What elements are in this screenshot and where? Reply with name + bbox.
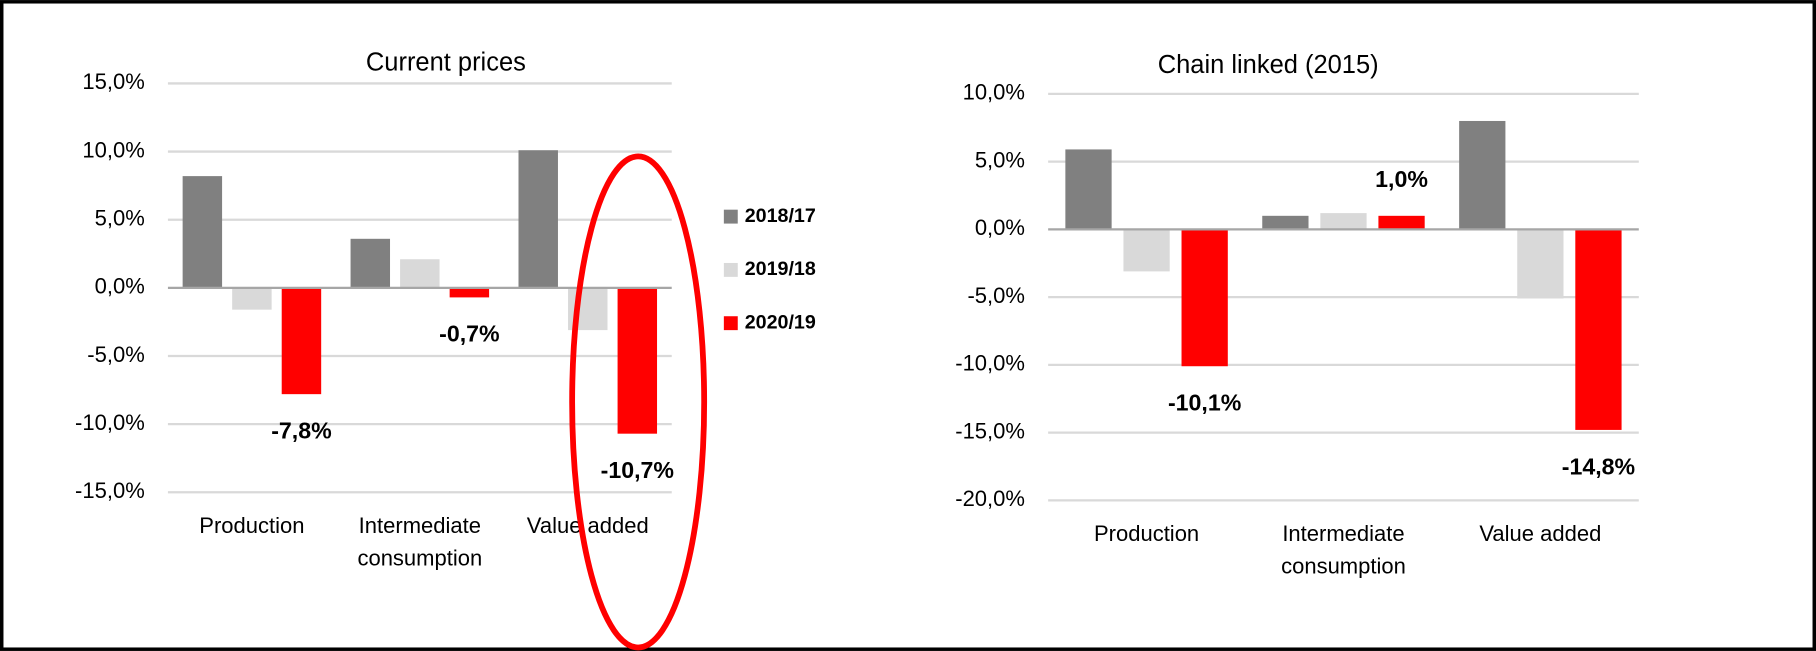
value-label: -7,8%: [271, 418, 331, 444]
y-tick-label: 15,0%: [82, 69, 144, 94]
legend-label: 2020/19: [745, 311, 816, 333]
bar: [1065, 149, 1112, 230]
bar: [350, 238, 391, 288]
bar: [400, 259, 440, 288]
y-tick-label: -10,0%: [75, 410, 145, 435]
legend-swatch: [723, 316, 738, 331]
highlight-ellipse: [569, 153, 708, 651]
chart-title: Chain linked (2015): [1158, 51, 1379, 79]
y-tick-label: 10,0%: [963, 80, 1025, 105]
x-tick-label: Value added: [527, 513, 649, 538]
bar: [449, 287, 490, 298]
y-tick-label: -5,0%: [87, 342, 144, 367]
x-tick-label: Production: [1094, 521, 1199, 546]
charts: Current prices -15,0% -10,0% -5,0% 0,0% 5,0% 1…: [75, 48, 1639, 578]
bar: [617, 287, 658, 434]
legend-swatch: [723, 209, 738, 224]
bar: [1378, 215, 1425, 230]
y-tick-label: 5,0%: [975, 147, 1025, 172]
legend-label: 2018/17: [745, 205, 816, 227]
y-tick-label: -10,0%: [955, 351, 1025, 376]
y-tick-label: -15,0%: [955, 418, 1025, 443]
bar: [1181, 229, 1228, 367]
x-tick-label: Intermediate consumption: [1281, 521, 1406, 578]
bar: [232, 287, 272, 310]
bar: [182, 176, 223, 288]
bar: [1459, 120, 1506, 230]
bar: [1575, 229, 1622, 430]
bar: [1123, 229, 1170, 272]
bar: [1262, 215, 1309, 230]
bar: [281, 287, 322, 395]
bar: [518, 150, 558, 288]
y-tick-label: 0,0%: [95, 274, 145, 299]
legend-label: 2019/18: [745, 258, 816, 280]
value-label: -0,7%: [439, 321, 500, 347]
bar: [1517, 229, 1564, 299]
value-label: -10,1%: [1168, 390, 1241, 416]
y-tick-label: -20,0%: [955, 486, 1025, 511]
y-tick-label: 5,0%: [95, 206, 145, 231]
value-label: -10,7%: [601, 457, 674, 483]
legend-swatch: [723, 262, 738, 277]
bar: [1320, 213, 1367, 230]
x-tick-label: Value added: [1479, 521, 1601, 546]
y-tick-label: 10,0%: [82, 137, 144, 162]
y-tick-label: -15,0%: [75, 478, 145, 503]
x-tick-label: Intermediate consumption: [357, 513, 482, 570]
value-label: -14,8%: [1562, 453, 1635, 479]
x-tick-label: Production: [199, 513, 304, 538]
y-tick-label: -5,0%: [967, 283, 1024, 308]
chart-title: Current prices: [366, 48, 526, 76]
y-tick-label: 0,0%: [975, 215, 1025, 240]
value-label: 1,0%: [1375, 166, 1428, 192]
